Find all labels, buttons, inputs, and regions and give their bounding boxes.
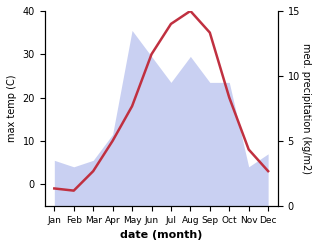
- Y-axis label: med. precipitation (kg/m2): med. precipitation (kg/m2): [301, 43, 311, 174]
- Y-axis label: max temp (C): max temp (C): [7, 75, 17, 142]
- X-axis label: date (month): date (month): [120, 230, 203, 240]
